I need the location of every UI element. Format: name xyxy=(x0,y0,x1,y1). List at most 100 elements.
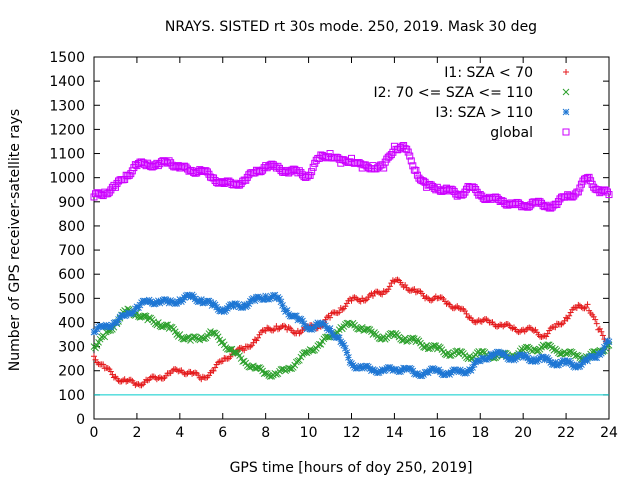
data-point-interp xyxy=(107,368,114,375)
data-point-interp xyxy=(454,303,461,310)
data-point-interp xyxy=(567,309,574,316)
data-point-interp xyxy=(357,298,364,305)
data-point-interp xyxy=(281,322,288,329)
data-point-interp xyxy=(420,343,427,351)
data-point-interp xyxy=(256,331,263,338)
data-point-interp xyxy=(599,332,606,339)
data-point xyxy=(251,336,258,343)
data-point-interp xyxy=(343,349,351,356)
data-point-interp xyxy=(312,156,320,164)
data-point-interp xyxy=(411,286,418,293)
data-point-interp xyxy=(255,334,262,341)
y-tick-label: 0 xyxy=(76,412,85,428)
y-tick-label: 900 xyxy=(58,195,85,211)
data-point-interp xyxy=(574,188,582,196)
data-point-interp xyxy=(443,300,450,307)
data-point-interp xyxy=(543,333,550,340)
data-point-interp xyxy=(387,151,395,159)
data-point xyxy=(530,327,537,334)
x-tick-label: 0 xyxy=(90,425,99,441)
data-point-interp xyxy=(429,296,436,303)
data-point-interp xyxy=(533,347,541,355)
data-point-interp xyxy=(186,368,193,375)
data-point-interp xyxy=(345,354,352,361)
data-point xyxy=(584,301,591,308)
data-point-interp xyxy=(463,310,470,317)
data-point-interp xyxy=(406,152,414,160)
data-point-interp xyxy=(296,356,303,364)
data-point-interp xyxy=(593,320,600,327)
data-point-interp xyxy=(409,334,417,342)
data-point-interp xyxy=(207,369,214,376)
data-point-interp xyxy=(400,283,407,290)
data-point-interp xyxy=(306,171,314,179)
data-point-interp xyxy=(121,376,128,383)
y-tick-label: 1100 xyxy=(49,147,85,163)
data-point-interp xyxy=(181,335,188,343)
data-point-interp xyxy=(302,348,309,356)
y-tick-label: 1300 xyxy=(49,98,85,114)
data-point-interp xyxy=(269,161,277,169)
series-3 xyxy=(90,142,613,212)
data-point-interp xyxy=(603,188,611,196)
data-point-interp xyxy=(108,183,116,191)
x-tick-label: 6 xyxy=(218,425,227,441)
data-point-interp xyxy=(93,342,101,349)
data-point-interp xyxy=(576,184,584,192)
x-tick-label: 24 xyxy=(600,425,618,441)
data-point-interp xyxy=(308,168,316,176)
data-point-interp xyxy=(550,323,557,330)
data-point-interp xyxy=(403,338,411,345)
data-point-interp xyxy=(570,192,578,200)
y-tick-label: 700 xyxy=(58,243,85,259)
x-tick-label: 2 xyxy=(132,425,141,441)
data-point-interp xyxy=(247,343,254,350)
series-layer xyxy=(90,142,613,389)
x-tick-label: 20 xyxy=(514,425,532,441)
data-point xyxy=(423,294,430,301)
y-tick-label: 200 xyxy=(58,364,85,380)
data-point-interp xyxy=(159,375,166,382)
data-point-interp xyxy=(346,295,353,302)
data-point-interp xyxy=(583,304,590,311)
data-point-interp xyxy=(544,330,551,337)
data-point-interp xyxy=(261,327,268,334)
data-point-interp xyxy=(308,346,316,354)
y-tick-label: 800 xyxy=(58,219,85,235)
data-point-interp xyxy=(285,324,292,331)
data-point-interp xyxy=(368,290,375,297)
x-tick-label: 8 xyxy=(261,425,270,441)
data-point-interp xyxy=(598,328,605,335)
data-point-interp xyxy=(592,316,599,323)
data-point-interp xyxy=(322,333,329,341)
data-point-interp xyxy=(250,339,257,346)
x-tick-label: 4 xyxy=(175,425,184,441)
data-point-interp xyxy=(404,148,412,156)
data-point xyxy=(509,325,516,332)
legend-marker xyxy=(562,108,570,116)
y-tick-label: 1000 xyxy=(49,171,85,187)
legend-label: I3: SZA > 110 xyxy=(435,105,533,121)
series-0 xyxy=(91,276,612,389)
data-point-interp xyxy=(432,293,439,300)
data-point-interp xyxy=(227,345,234,353)
series-1 xyxy=(90,305,613,380)
data-point xyxy=(466,314,473,321)
x-tick-label: 12 xyxy=(343,425,361,441)
data-point-interp xyxy=(561,317,568,324)
data-point-interp xyxy=(260,370,268,377)
y-tick-label: 500 xyxy=(58,291,85,307)
data-point-interp xyxy=(110,374,117,381)
data-point-interp xyxy=(558,321,565,328)
x-axis-label: GPS time [hours of doy 250, 2019] xyxy=(230,460,473,476)
data-point-interp xyxy=(407,157,415,165)
data-point-interp xyxy=(104,365,111,372)
y-tick-label: 300 xyxy=(58,340,85,356)
data-point-interp xyxy=(343,300,350,307)
data-point-interp xyxy=(464,314,471,321)
y-tick-label: 400 xyxy=(58,315,85,331)
data-point-interp xyxy=(259,166,267,174)
legend-marker xyxy=(563,69,569,75)
y-axis-label: Number of GPS receiver-satellite rays xyxy=(7,109,23,371)
